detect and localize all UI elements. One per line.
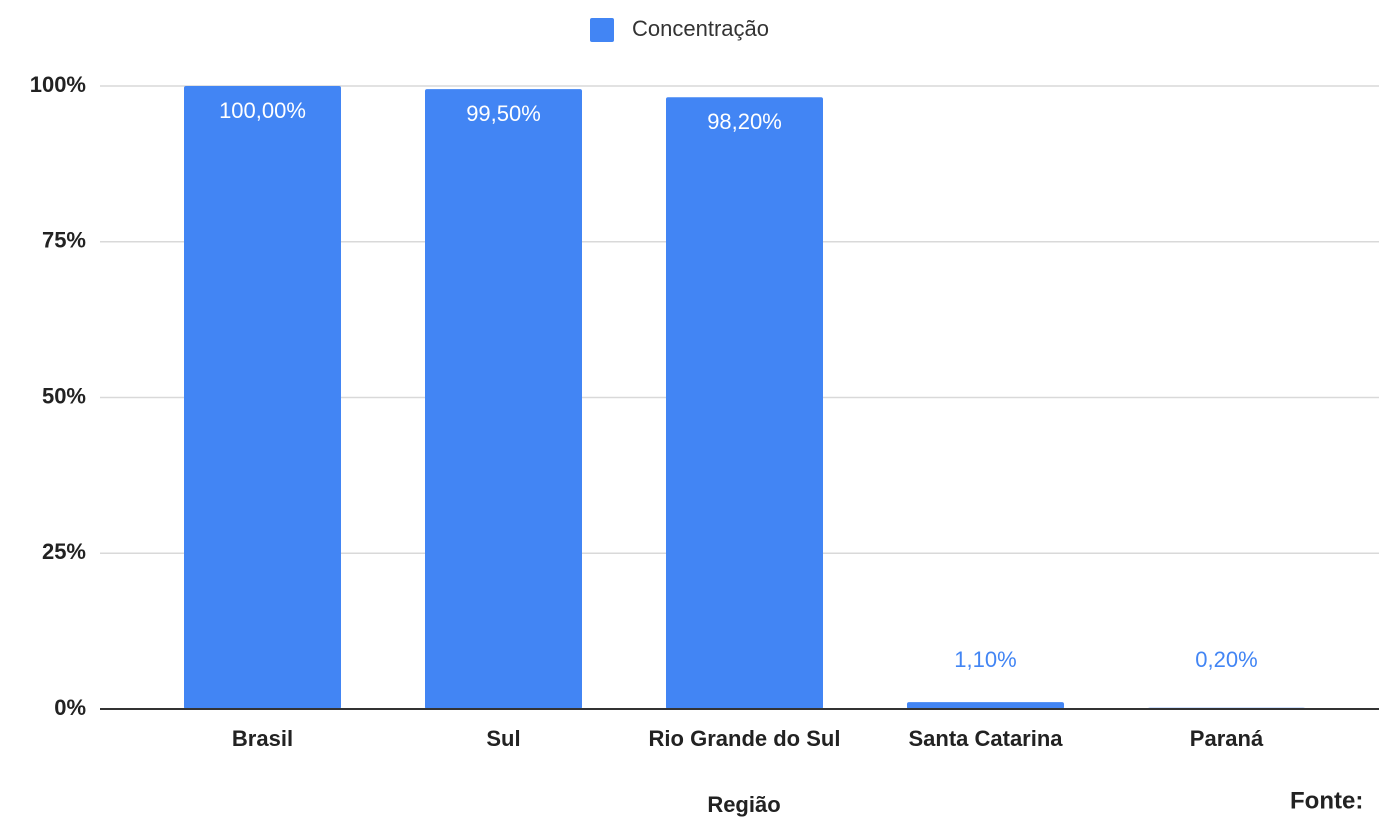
legend-swatch <box>590 18 614 42</box>
y-tick-label: 0% <box>54 695 86 720</box>
x-tick-label: Brasil <box>232 726 293 751</box>
x-tick-label: Paraná <box>1190 726 1264 751</box>
bar <box>907 702 1064 709</box>
x-tick-label: Rio Grande do Sul <box>649 726 841 751</box>
bar <box>425 89 582 710</box>
bar <box>184 86 341 709</box>
x-tick-label: Sul <box>486 726 520 751</box>
y-tick-label: 25% <box>42 539 86 564</box>
y-tick-label: 50% <box>42 383 86 408</box>
value-label: 98,20% <box>707 109 782 134</box>
value-label: 0,20% <box>1195 647 1257 672</box>
bar <box>666 97 823 710</box>
legend-label: Concentração <box>632 16 769 41</box>
value-label: 99,50% <box>466 101 541 126</box>
y-tick-label: 100% <box>30 72 86 97</box>
value-label: 1,10% <box>954 647 1016 672</box>
source-note: Fonte: <box>1290 787 1363 814</box>
x-axis-title: Região <box>707 792 780 817</box>
value-label: 100,00% <box>219 98 306 123</box>
x-tick-label: Santa Catarina <box>908 726 1063 751</box>
y-tick-label: 75% <box>42 228 86 253</box>
